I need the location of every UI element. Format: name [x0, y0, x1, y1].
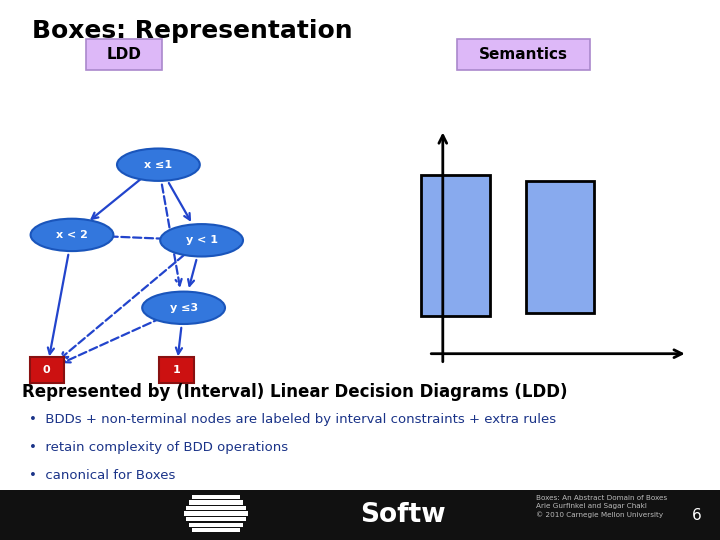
Ellipse shape [161, 224, 243, 256]
Bar [189, 500, 243, 504]
FancyArrowPatch shape [48, 255, 68, 354]
Text: Softw: Softw [361, 502, 446, 528]
Text: 6: 6 [692, 508, 702, 523]
Text: 0: 0 [43, 365, 50, 375]
FancyArrowPatch shape [64, 318, 161, 362]
Bar [192, 495, 240, 499]
Text: Boxes: An Abstract Domain of Boxes
Arie Gurfinkel and Sagar Chakl
© 2010 Carnegi: Boxes: An Abstract Domain of Boxes Arie … [536, 495, 667, 517]
FancyArrowPatch shape [60, 255, 184, 359]
FancyArrowPatch shape [176, 328, 182, 354]
Text: LDD: LDD [107, 47, 142, 62]
FancyArrowPatch shape [188, 260, 197, 286]
FancyBboxPatch shape [457, 39, 590, 70]
Bar [186, 517, 246, 521]
Text: 1: 1 [173, 365, 180, 375]
Ellipse shape [117, 148, 200, 181]
Text: x < 2: x < 2 [56, 230, 88, 240]
Text: y < 1: y < 1 [186, 235, 217, 245]
Ellipse shape [142, 292, 225, 324]
Text: y ≤3: y ≤3 [169, 303, 198, 313]
Bar [184, 511, 248, 516]
Text: Boxes: Representation: Boxes: Representation [32, 19, 353, 43]
Bar [0, 490, 720, 540]
Text: Represented by (Interval) Linear Decision Diagrams (LDD): Represented by (Interval) Linear Decisio… [22, 383, 567, 401]
Text: •  available at http://lindd.sf.net: • available at http://lindd.sf.net [29, 497, 242, 510]
FancyBboxPatch shape [159, 357, 194, 383]
Bar [186, 506, 246, 510]
Bar [192, 528, 240, 532]
FancyArrowPatch shape [162, 185, 181, 286]
Text: •  BDDs + non-terminal nodes are labeled by interval constraints + extra rules: • BDDs + non-terminal nodes are labeled … [29, 413, 556, 426]
FancyArrowPatch shape [169, 183, 190, 220]
Bar [421, 176, 490, 316]
FancyArrowPatch shape [98, 236, 174, 242]
Text: x ≤1: x ≤1 [144, 160, 173, 170]
Text: •  retain complexity of BDD operations: • retain complexity of BDD operations [29, 441, 288, 454]
Bar [189, 523, 243, 527]
Text: •  canonical for Boxes: • canonical for Boxes [29, 469, 175, 482]
FancyArrowPatch shape [91, 179, 140, 219]
FancyBboxPatch shape [30, 357, 64, 383]
Text: Semantics: Semantics [480, 47, 568, 62]
Ellipse shape [30, 219, 114, 251]
FancyBboxPatch shape [86, 39, 162, 70]
Bar [526, 181, 594, 313]
